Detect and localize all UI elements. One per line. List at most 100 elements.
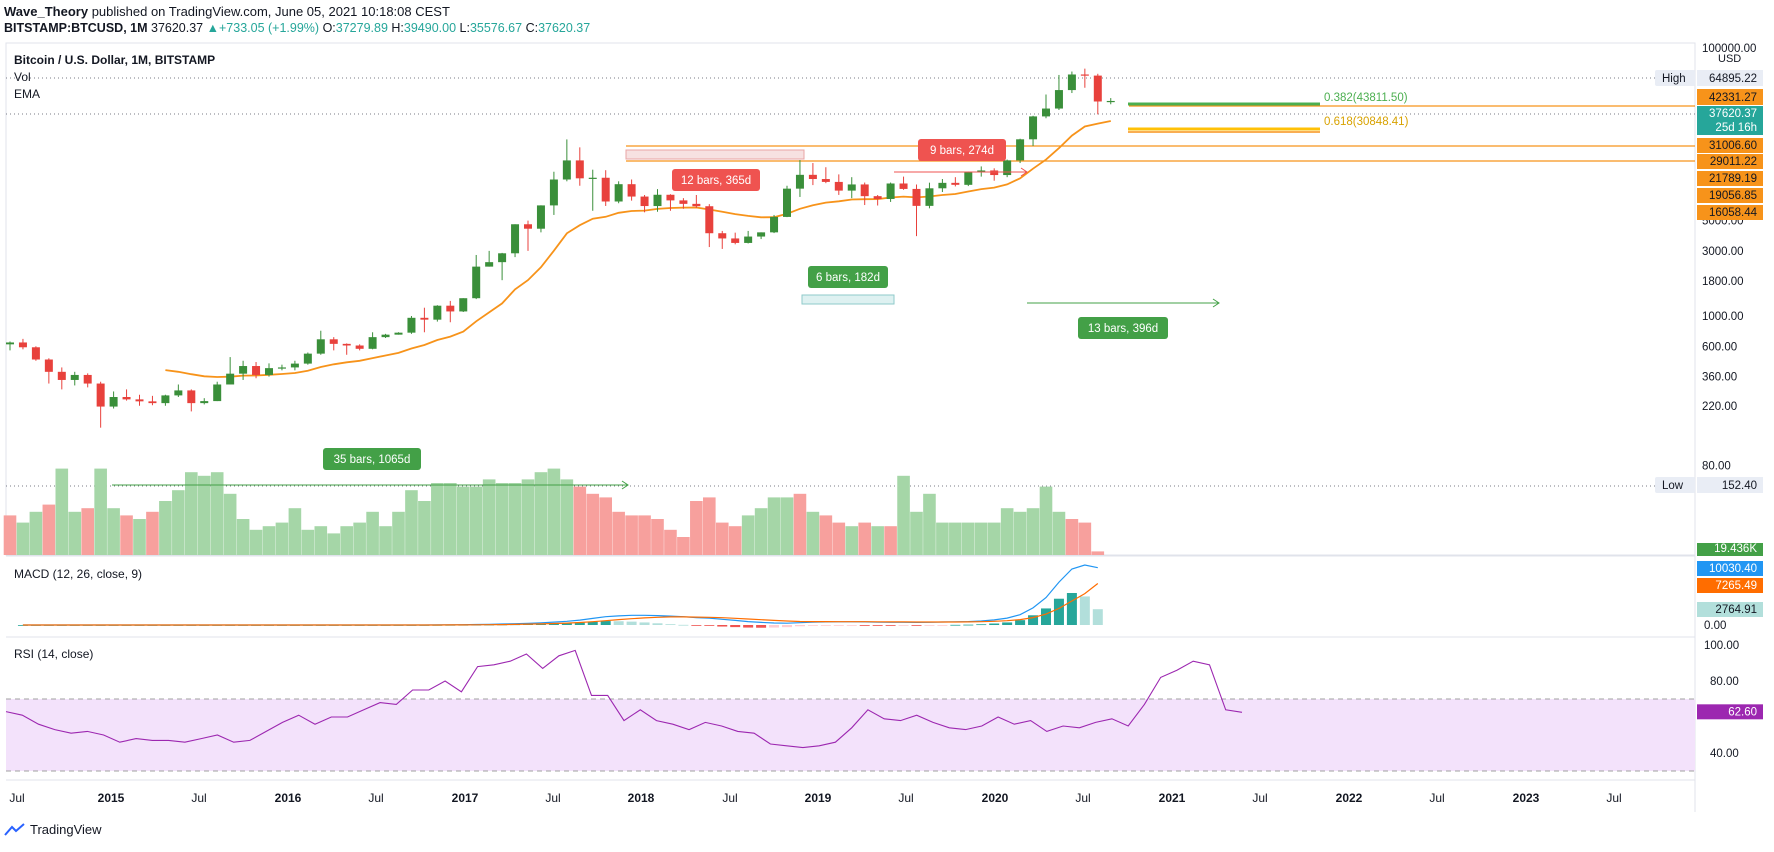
volume-bar bbox=[1000, 508, 1014, 555]
macd-histogram-bar bbox=[846, 625, 857, 626]
volume-bar bbox=[314, 526, 328, 555]
macd-histogram-bar bbox=[1041, 608, 1051, 625]
high-label: H: bbox=[391, 21, 404, 35]
x-tick-label: Jul bbox=[898, 791, 913, 805]
histogram-value-tag: 2764.91 bbox=[1715, 604, 1757, 616]
tradingview-footer[interactable]: TradingView bbox=[4, 822, 102, 837]
volume-bar bbox=[534, 472, 548, 555]
candle-body bbox=[57, 371, 66, 380]
volume-bar bbox=[573, 486, 587, 555]
measure-label-box bbox=[323, 448, 421, 470]
macd-histogram-bar bbox=[950, 624, 961, 626]
level-price-tag: 42331.27 bbox=[1709, 92, 1757, 104]
measure-label-box bbox=[918, 139, 1006, 161]
volume-bar bbox=[68, 511, 82, 555]
macd-histogram-bar bbox=[885, 625, 896, 626]
candle-body bbox=[783, 188, 791, 217]
level-price-tag: 21789.19 bbox=[1709, 173, 1757, 185]
candle-body bbox=[18, 342, 27, 348]
volume-bar bbox=[599, 497, 612, 555]
candle-body bbox=[808, 174, 817, 180]
candle-body bbox=[744, 236, 753, 243]
volume-bar bbox=[482, 479, 496, 555]
volume-bar bbox=[586, 493, 600, 555]
candle-body bbox=[200, 401, 209, 404]
volume-value-tag: 19.436K bbox=[1714, 543, 1757, 555]
countdown-tag: 25d 16h bbox=[1715, 122, 1757, 134]
macd-histogram-bar bbox=[989, 623, 1000, 625]
candle-body bbox=[433, 305, 442, 320]
candle-body bbox=[795, 174, 804, 189]
candle-body bbox=[135, 399, 144, 402]
x-tick-label: 2016 bbox=[275, 791, 302, 805]
macd-histogram-bar bbox=[626, 621, 637, 625]
candle-body bbox=[549, 179, 558, 206]
volume-bar bbox=[495, 483, 509, 555]
volume-value-tag-bg bbox=[1697, 543, 1763, 556]
volume-bar bbox=[949, 522, 962, 555]
volume-bar bbox=[1091, 551, 1105, 555]
volume-bar bbox=[159, 501, 172, 555]
candle-body bbox=[446, 305, 455, 312]
candle-body bbox=[420, 317, 429, 320]
level-price-tag: 19056.85 bbox=[1709, 190, 1757, 202]
candle-body bbox=[290, 363, 299, 368]
candle-body bbox=[83, 374, 92, 384]
y-tick-label: 1000.00 bbox=[1702, 311, 1744, 323]
candle-body bbox=[303, 353, 312, 364]
level-price-tag-bg bbox=[1697, 89, 1763, 105]
volume-bar bbox=[262, 526, 276, 555]
rsi-tick: 40.00 bbox=[1710, 748, 1739, 760]
main-pane-title: Bitcoin / U.S. Dollar, 1M, BITSTAMP bbox=[14, 53, 216, 67]
low-tag-bg bbox=[1655, 477, 1695, 493]
volume-bar bbox=[133, 519, 146, 555]
macd-histogram-bar bbox=[833, 625, 844, 626]
macd-histogram-bar bbox=[743, 625, 754, 628]
volume-bar bbox=[832, 522, 846, 555]
fib-618-label: 0.618(30848.41) bbox=[1324, 116, 1409, 128]
candle-body bbox=[1080, 74, 1089, 76]
volume-bar bbox=[793, 493, 807, 555]
ema-line bbox=[165, 120, 1111, 378]
author-name[interactable]: Wave_Theory bbox=[4, 4, 89, 19]
y-tick-label: 100000.00 bbox=[1702, 43, 1756, 55]
macd-histogram-bar bbox=[665, 624, 676, 625]
volume-bar bbox=[379, 526, 392, 555]
high-value: 39490.00 bbox=[403, 21, 457, 35]
candle-body bbox=[265, 368, 273, 375]
last-price-tag-bg bbox=[1697, 106, 1763, 121]
volume-bar bbox=[120, 515, 133, 555]
x-tick-label: 2022 bbox=[1336, 791, 1363, 805]
macd-histogram-bar bbox=[691, 625, 702, 626]
ema-legend: EMA bbox=[14, 87, 41, 101]
candle-body bbox=[847, 184, 856, 191]
volume-bar bbox=[94, 468, 107, 555]
volume-bar bbox=[845, 526, 859, 555]
x-tick-label: Jul bbox=[368, 791, 383, 805]
candle-body bbox=[821, 179, 830, 182]
candle-body bbox=[1029, 116, 1038, 140]
candle-body bbox=[524, 224, 532, 229]
volume-bar bbox=[858, 522, 871, 555]
countdown-tag-bg bbox=[1697, 121, 1763, 135]
x-tick-label: Jul bbox=[1075, 791, 1090, 805]
volume-bar bbox=[431, 483, 444, 555]
y-tick-label: 80.00 bbox=[1702, 461, 1731, 473]
candle-body bbox=[834, 181, 843, 191]
volume-bar bbox=[664, 529, 677, 555]
volume-bar bbox=[456, 486, 470, 555]
volume-bar bbox=[871, 526, 884, 555]
x-tick-label: Jul bbox=[191, 791, 206, 805]
x-tick-label: 2017 bbox=[452, 791, 479, 805]
volume-bar bbox=[806, 511, 820, 555]
volume-bar bbox=[55, 468, 69, 555]
chart-canvas[interactable]: 100000.005000.003000.001800.001000.00600… bbox=[0, 40, 1774, 852]
volume-bar bbox=[405, 490, 418, 555]
measure-arrow-red-head bbox=[1020, 167, 1028, 177]
candle-body bbox=[316, 339, 325, 354]
candle-body bbox=[239, 366, 248, 374]
macd-histogram-bar bbox=[756, 625, 767, 628]
y-tick-label: 600.00 bbox=[1702, 341, 1737, 353]
volume-bar bbox=[754, 508, 768, 555]
x-tick-label: 2023 bbox=[1513, 791, 1540, 805]
